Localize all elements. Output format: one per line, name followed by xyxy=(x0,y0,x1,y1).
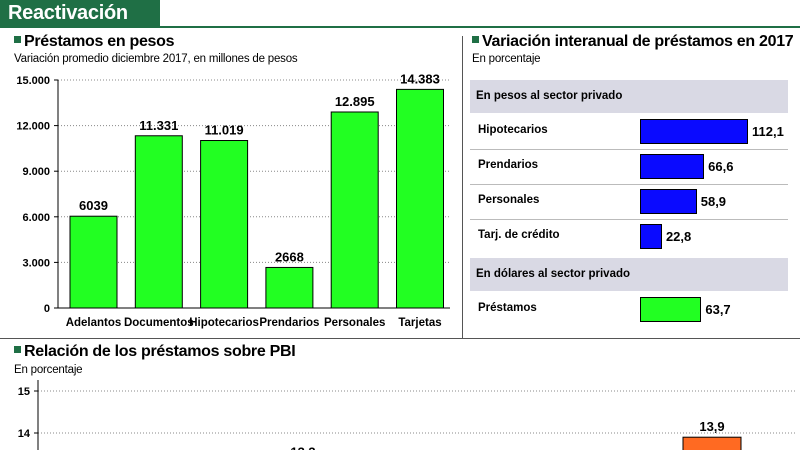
bar xyxy=(265,266,314,309)
hbar xyxy=(640,224,662,249)
bar xyxy=(682,436,742,450)
hbar-value-label: 58,9 xyxy=(700,194,727,209)
bullet-square-icon xyxy=(472,36,479,44)
prestamos-subtitle: Variación promedio diciembre 2017, en mi… xyxy=(14,53,298,65)
bar-value-label: 2668 xyxy=(275,249,304,264)
hbar xyxy=(640,154,705,179)
bar-value-label: 13,3 xyxy=(290,444,315,450)
bar-value-label: 6039 xyxy=(79,198,108,213)
page-title: Reactivación xyxy=(8,2,128,24)
x-category-label: Hipotecarios xyxy=(189,317,259,329)
y-tick-label: 12.000 xyxy=(16,121,50,133)
row-label: Hipotecarios xyxy=(478,124,548,136)
hbar xyxy=(640,297,702,322)
group-header: En dólares al sector privado xyxy=(470,258,788,291)
hbar-value-label: 66,6 xyxy=(708,159,734,174)
header-rule xyxy=(0,26,800,28)
y-tick-label: 3.000 xyxy=(22,257,50,269)
row-label: Préstamos xyxy=(478,302,537,314)
relacion-title: Relación de los préstamos sobre PBI xyxy=(14,343,296,361)
variacion-subtitle: En porcentaje xyxy=(472,53,541,65)
x-category-label: Tarjetas xyxy=(398,317,441,329)
row-separator xyxy=(470,149,788,150)
bar-value-label: 11.019 xyxy=(205,123,244,138)
hbar xyxy=(640,119,748,144)
y-tick-label: 14 xyxy=(18,428,31,440)
bar xyxy=(134,135,183,309)
bar xyxy=(200,140,249,309)
bar xyxy=(69,215,118,309)
relacion-subtitle: En porcentaje xyxy=(14,364,83,376)
x-category-label: Prendarios xyxy=(259,317,319,329)
y-tick-label: 15.000 xyxy=(16,75,50,87)
bar-value-label: 12.895 xyxy=(335,94,375,109)
bullet-square-icon xyxy=(14,346,21,354)
x-category-label: Personales xyxy=(324,317,385,329)
y-tick-label: 0 xyxy=(44,303,50,315)
hbar-value-label: 112,1 xyxy=(752,124,784,139)
row-separator xyxy=(470,184,788,185)
group-label: En pesos al sector privado xyxy=(476,90,623,102)
variacion-title: Variación interanual de préstamos en 201… xyxy=(472,33,794,51)
bar xyxy=(330,111,379,309)
hbar-value-label: 22,8 xyxy=(665,229,692,244)
row-label: Prendarios xyxy=(478,159,539,171)
prestamos-title: Préstamos en pesos xyxy=(14,33,175,51)
row-label: Tarj. de crédito xyxy=(478,229,560,241)
prestamos-bar-chart: 0 3.000 6.000 9.000 12.000 15.000 6039 Adelant… xyxy=(16,71,450,329)
section-divider-horizontal xyxy=(0,338,800,339)
x-category-label: Documentos xyxy=(124,317,194,329)
section-divider-vertical xyxy=(462,36,463,338)
bar-value-label: 14.383 xyxy=(400,71,440,86)
group-header: En pesos al sector privado xyxy=(470,80,788,113)
header-banner: Reactivación xyxy=(0,0,160,28)
y-tick-label: 6.000 xyxy=(22,212,50,224)
x-category-label: Adelantos xyxy=(66,317,122,329)
bullet-square-icon xyxy=(14,36,21,44)
group-label: En dólares al sector privado xyxy=(476,268,631,280)
y-tick-label: 15 xyxy=(18,386,30,398)
row-separator xyxy=(470,219,788,220)
y-tick-label: 9.000 xyxy=(22,166,50,178)
bar xyxy=(396,88,444,309)
bar-value-label: 11.331 xyxy=(139,118,178,133)
bar-value-label: 13,9 xyxy=(699,419,724,434)
hbar xyxy=(640,189,697,214)
hbar-value-label: 63,7 xyxy=(705,302,731,317)
row-label: Personales xyxy=(478,194,540,206)
